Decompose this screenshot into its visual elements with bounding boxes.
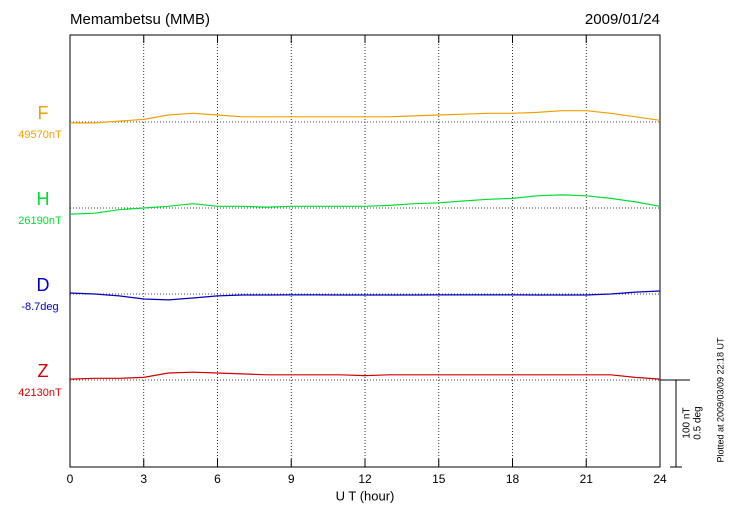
baseline-label: -8.7deg (21, 301, 58, 313)
x-tick-label: 0 (67, 472, 74, 486)
x-tick-label: 9 (288, 472, 295, 486)
scale-label: 0.5 deg (693, 406, 704, 439)
x-tick-label: 6 (214, 472, 221, 486)
x-tick-label: 21 (580, 472, 594, 486)
chart-date: 2009/01/24 (585, 11, 660, 28)
baseline-label: 42130nT (18, 387, 62, 399)
x-axis-label: U T (hour) (336, 488, 395, 503)
baseline-label: 49570nT (18, 129, 62, 141)
x-tick-label: 24 (653, 472, 667, 486)
x-tick-label: 18 (506, 472, 520, 486)
series-line (70, 110, 661, 124)
plotted-note: Plotted at 2009/03/09 22:18 UT (715, 337, 725, 463)
series-line (69, 371, 661, 380)
series-line (69, 290, 661, 301)
series-name: F (38, 103, 49, 123)
series-line (69, 194, 661, 215)
series-name: Z (38, 361, 49, 381)
series-name: H (37, 189, 50, 209)
baseline-label: 26190nT (18, 215, 62, 227)
scale-label: 100 nT (682, 407, 693, 438)
x-tick-label: 3 (140, 472, 147, 486)
series-name: D (37, 275, 50, 295)
chart-title: Memambetsu (MMB) (70, 11, 210, 28)
x-tick-label: 15 (432, 472, 446, 486)
x-tick-label: 12 (358, 472, 372, 486)
